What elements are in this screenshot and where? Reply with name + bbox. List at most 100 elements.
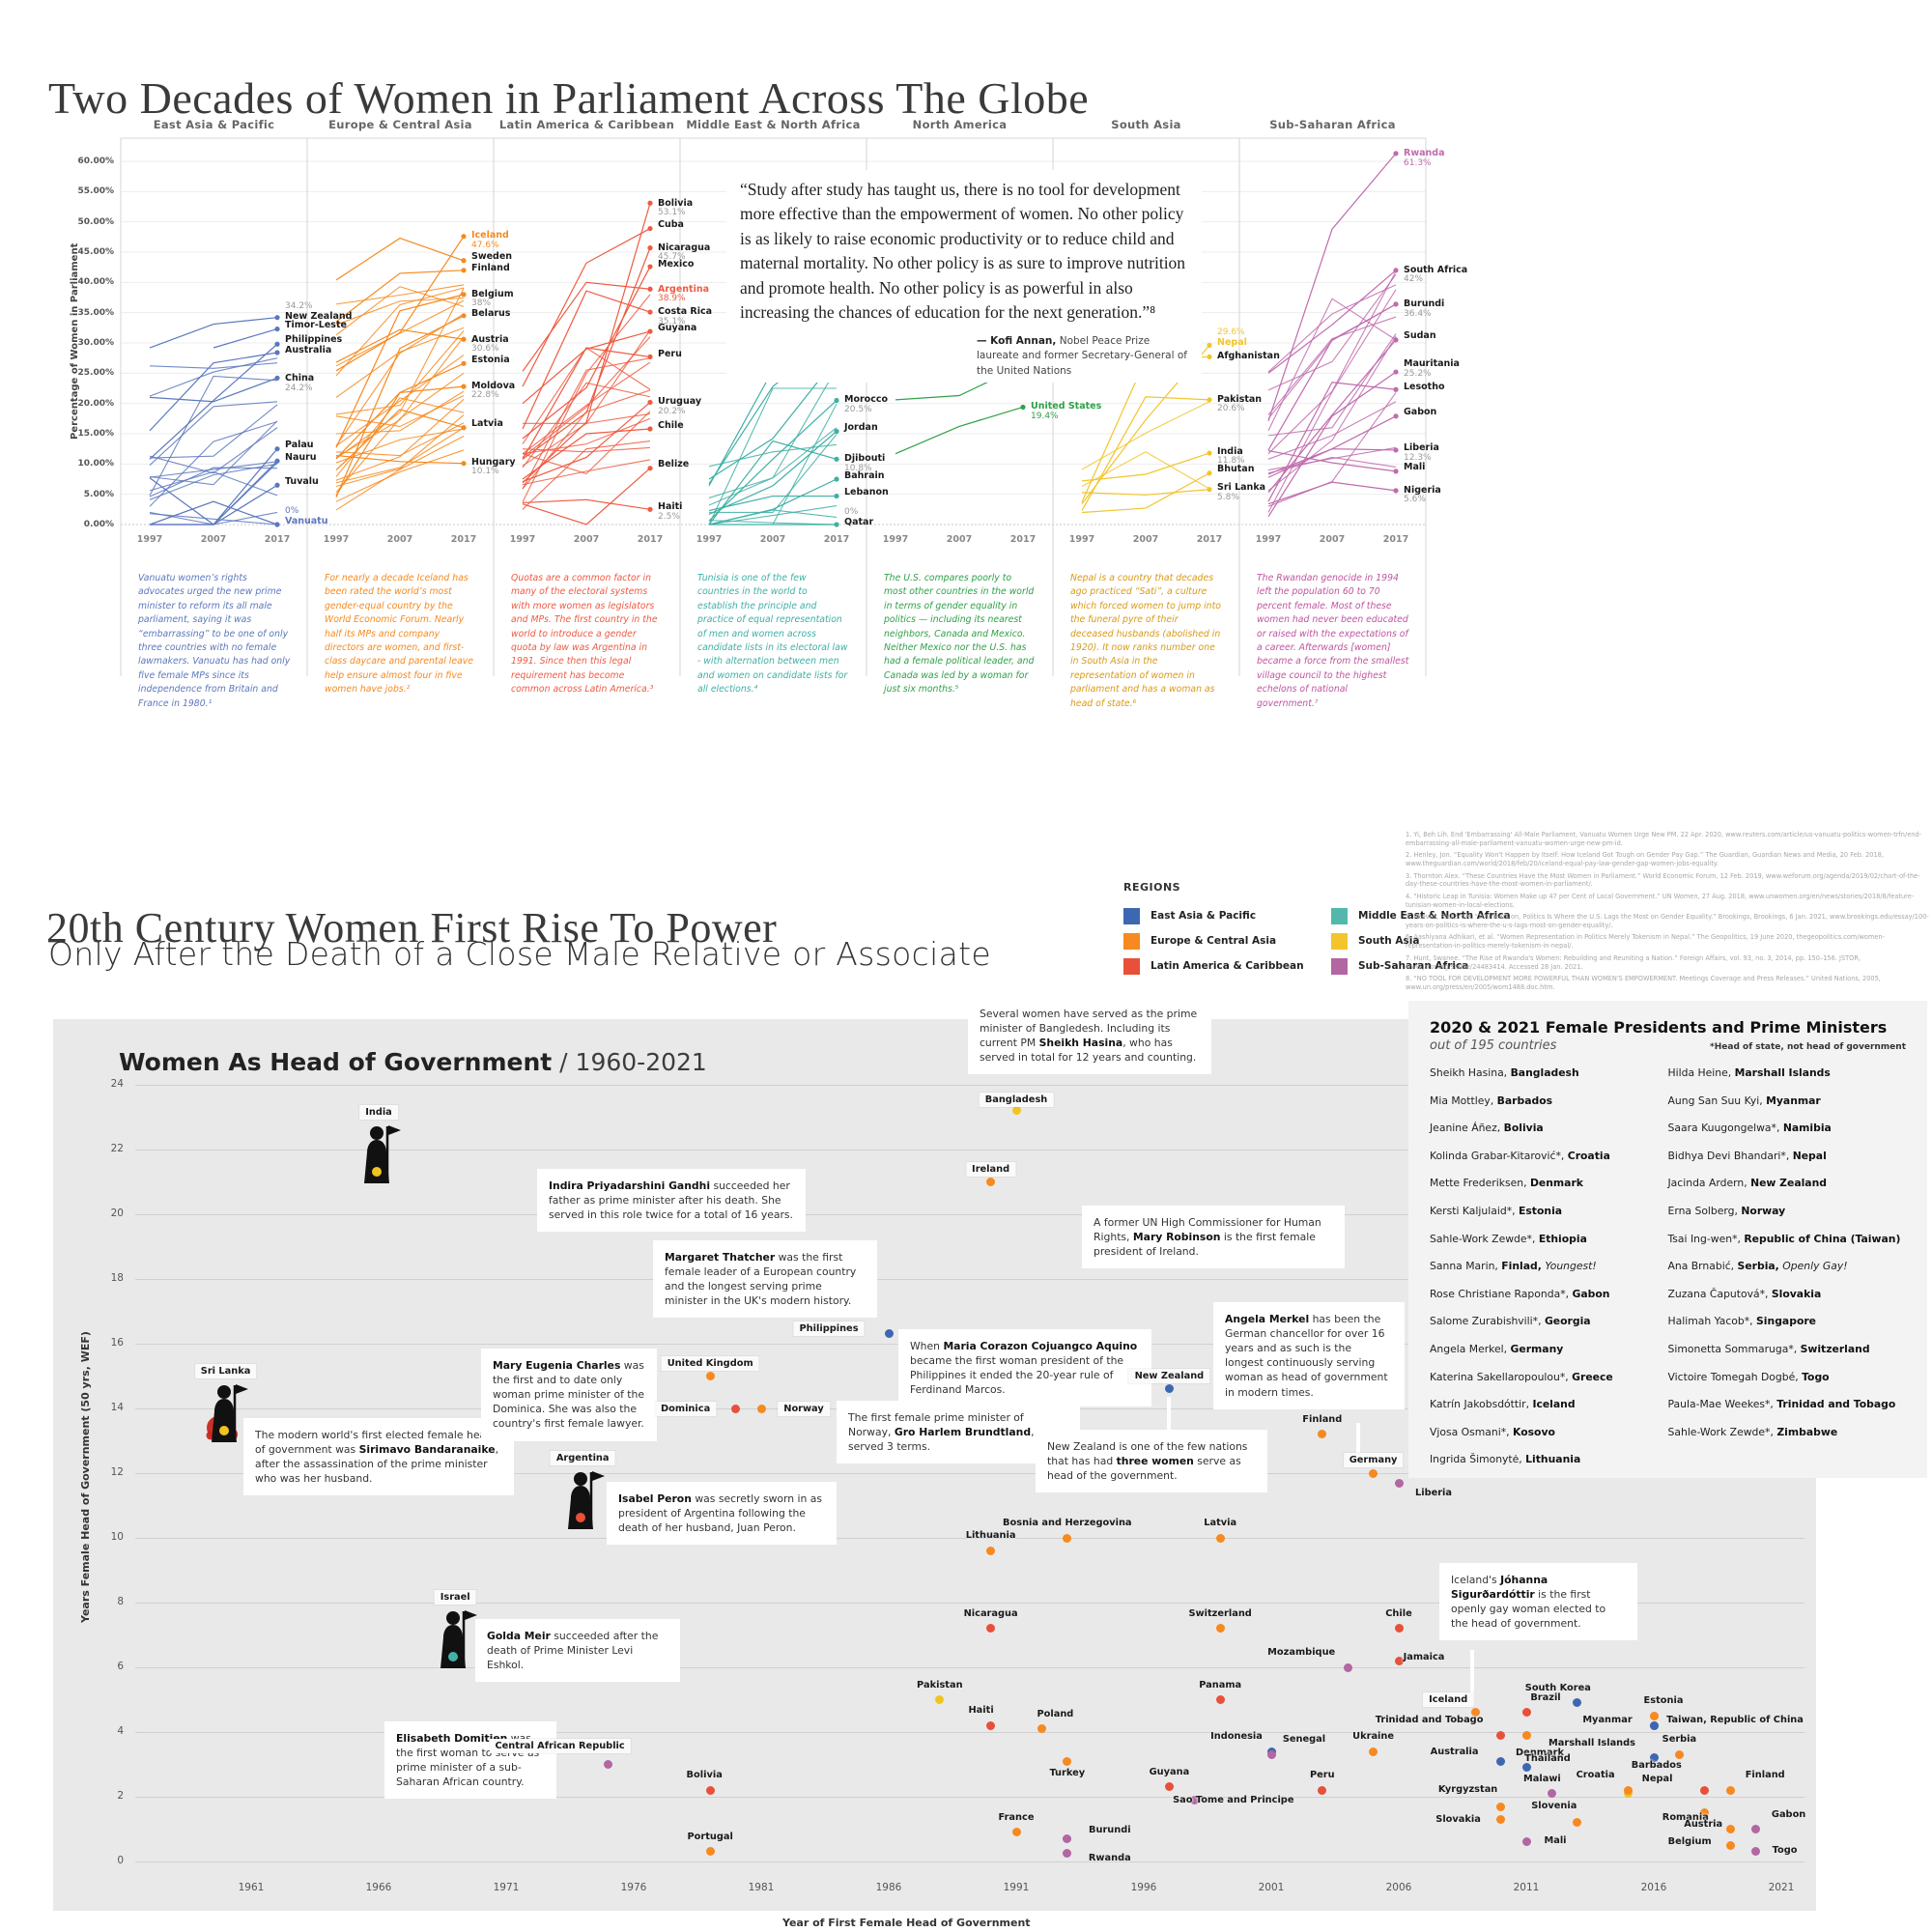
leader-name: Ana Brnabić, [1667, 1260, 1738, 1273]
leader-name: Sheikh Hasina, [1430, 1066, 1511, 1079]
leader-country: Nepal [1792, 1149, 1827, 1162]
legend-swatch [1123, 907, 1140, 924]
leader-name: Angela Merkel, [1430, 1342, 1511, 1355]
country-name: Iceland [471, 230, 509, 242]
leader-country: Myanmar [1766, 1094, 1821, 1107]
country-endpoint-label: Bolivia 53.1% [658, 197, 694, 218]
country-endpoint-label: Latvia [471, 418, 503, 429]
country-name: Belgium [471, 288, 514, 299]
parliament-x-tick: 2017 [1009, 534, 1037, 545]
country-name: Bahrain [844, 469, 885, 481]
leader-country: Ethiopia [1538, 1232, 1587, 1245]
country-name: South Africa [1404, 264, 1468, 275]
parliament-x-tick: 1997 [696, 534, 723, 545]
leader-name: Salome Zurabishvili*, [1430, 1315, 1545, 1328]
country-name: Sri Lanka [1217, 482, 1266, 494]
leader-country: Finlad, [1501, 1260, 1542, 1273]
country-endpoint-label: Tuvalu [285, 476, 319, 487]
leader-country: Georgia [1544, 1315, 1591, 1328]
country-value: 25.2% [1404, 368, 1432, 379]
country-endpoint-label: 0% Vanuatu [285, 506, 328, 526]
leader-name: Kersti Kaljulaid*, [1430, 1204, 1519, 1217]
legend-label: Middle East & North Africa [1358, 910, 1511, 922]
parliament-y-tick: 5.00% [83, 489, 114, 499]
leader-name: Ingrida Šimonytė, [1430, 1453, 1526, 1466]
country-value: 20.2% [658, 406, 686, 416]
country-endpoint-label: Afghanistan [1217, 351, 1280, 361]
country-endpoint-label: 29.6% Nepal [1217, 327, 1247, 348]
country-name: Belize [658, 459, 690, 470]
parliament-y-tick: 20.00% [77, 398, 115, 409]
region-caption-eap: Vanuatu women’s rights advocates urged t… [138, 573, 291, 709]
leader-name: Saara Kuugongelwa*, [1667, 1122, 1783, 1135]
country-value: 20.6% [1217, 404, 1245, 414]
country-value: 10.8% [844, 463, 872, 473]
country-endpoint-label: Lebanon [844, 487, 889, 497]
country-endpoint-label: Costa Rica 35.1% [658, 306, 712, 327]
leader-country: Bolivia [1503, 1122, 1544, 1135]
country-value: 0% [285, 506, 299, 517]
country-name: New Zealand [285, 310, 353, 322]
country-name: Liberia [1404, 442, 1439, 454]
country-name: Uruguay [658, 396, 702, 408]
leader-row: Vjosa Osmani*, Kosovo [1430, 1426, 1668, 1454]
leader-country: Namibia [1782, 1122, 1832, 1135]
country-value: 12.3% [1404, 452, 1432, 463]
leader-name: Erna Solberg, [1667, 1204, 1742, 1217]
country-name: Sudan [1404, 330, 1436, 342]
parliament-x-tick: 2007 [946, 534, 973, 545]
leader-row: Saara Kuugongelwa*, Namibia [1668, 1122, 1907, 1150]
leader-country: Trinidad and Tobago [1776, 1398, 1896, 1411]
leader-name: Kolinda Grabar-Kitarović*, [1430, 1149, 1568, 1162]
region-panel-title-eap: East Asia & Pacific [153, 118, 275, 131]
leader-row: Victoire Tomegah Dogbé, Togo [1668, 1371, 1907, 1399]
leader-row: Bidhya Devi Bhandari*, Nepal [1668, 1150, 1907, 1178]
leader-country: Republic of China (Taiwan) [1744, 1232, 1901, 1245]
region-caption-sa: Nepal is a country that decades ago prac… [1070, 573, 1221, 709]
footnote: 7. Hunt, Swanee. “The Rise of Rwanda's W… [1406, 953, 1861, 971]
country-endpoint-label: Morocco 20.5% [844, 394, 888, 414]
country-endpoint-label: Philippines [285, 334, 342, 345]
footnote: 1. Yi, Beh Lih. End 'Embarrassing' All-M… [1406, 831, 1922, 847]
leader-name: Katrín Jakobsdóttir, [1430, 1398, 1533, 1411]
leader-row: Jeanine Áñez, Bolivia [1430, 1122, 1668, 1150]
leader-country: Norway [1741, 1204, 1786, 1217]
country-name: Morocco [844, 394, 888, 406]
parliament-y-tick: 55.00% [77, 186, 115, 197]
country-name: Pakistan [1217, 393, 1263, 405]
country-endpoint-label: Djibouti 10.8% [844, 453, 885, 473]
leader-country: Bangladesh [1510, 1066, 1579, 1079]
country-name: Finland [471, 262, 510, 273]
leader-name: Aung San Suu Kyi, [1667, 1094, 1767, 1107]
list-subtitle: out of 195 countries [1430, 1038, 1557, 1053]
leader-row: Sahle-Work Zewde*, Zimbabwe [1668, 1426, 1907, 1454]
country-endpoint-label: Gabon [1404, 407, 1436, 417]
parliament-y-tick: 10.00% [77, 459, 115, 469]
parliament-y-tick: 35.00% [77, 307, 115, 318]
leader-row: Angela Merkel, Germany [1430, 1343, 1668, 1371]
leader-name: Mette Frederiksen, [1430, 1177, 1530, 1190]
leader-row: Halimah Yacob*, Singapore [1668, 1315, 1907, 1343]
country-name: Estonia [471, 354, 510, 365]
legend-item: Sub-Saharan Africa [1331, 953, 1539, 979]
leader-name: Jeanine Áñez, [1430, 1122, 1504, 1135]
quote-attribution: — Kofi Annan, Nobel Peace Prize laureate… [977, 335, 1187, 377]
leader-country: Togo [1802, 1370, 1830, 1383]
leader-country: Germany [1510, 1342, 1564, 1355]
legend-label: East Asia & Pacific [1151, 910, 1257, 922]
parliament-x-tick: 1997 [882, 534, 909, 545]
parliament-x-tick: 2017 [823, 534, 850, 545]
country-name: Bolivia [658, 197, 694, 209]
country-value: 2.5% [658, 511, 680, 522]
parliament-y-tick: 60.00% [77, 156, 115, 166]
leader-row: Erna Solberg, Norway [1668, 1205, 1907, 1233]
parliament-x-tick: 2007 [200, 534, 227, 545]
parliament-x-tick: 2007 [573, 534, 600, 545]
parliament-x-tick: 1997 [1255, 534, 1282, 545]
region-caption-latam: Quotas are a common factor in many of th… [511, 573, 658, 696]
legend-title: REGIONS [1123, 881, 1181, 894]
country-name: Lesotho [1404, 382, 1445, 393]
country-name: Belarus [471, 307, 511, 319]
country-name: Austria [471, 333, 509, 345]
regions-legend: REGIONS East Asia & Pacific Middle East &… [1123, 881, 1539, 979]
